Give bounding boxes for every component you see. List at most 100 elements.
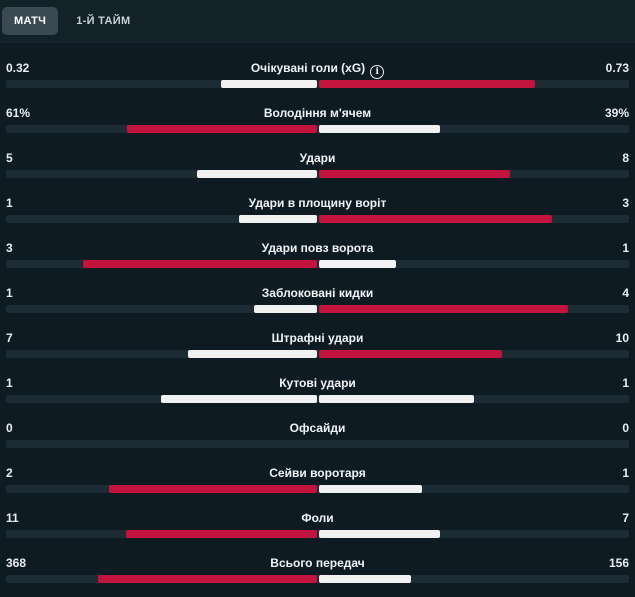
away-value: 1 xyxy=(622,376,629,390)
stat-values: 368 Всього передач 156 xyxy=(0,556,635,572)
stat-label: Офсайди xyxy=(0,421,635,435)
away-bar xyxy=(318,575,412,583)
stat-values: 3 Удари повз ворота 1 xyxy=(0,241,635,257)
stat-label-text: Офсайди xyxy=(289,421,346,435)
away-value: 4 xyxy=(622,286,629,300)
away-bar xyxy=(318,530,440,538)
stat-values: 0.32 Очікувані голи (xG) i 0.73 xyxy=(0,61,635,79)
away-value: 1 xyxy=(622,241,629,255)
home-bar xyxy=(108,485,317,493)
stat-track xyxy=(6,575,629,583)
stat-label-text: Кутові удари xyxy=(279,376,356,390)
stat-values: 1 Удари в площину воріт 3 xyxy=(0,196,635,212)
away-bar xyxy=(318,260,397,268)
away-value: 39% xyxy=(604,106,629,120)
home-value: 0 xyxy=(6,421,13,435)
home-value: 0.32 xyxy=(6,61,30,75)
home-value: 3 xyxy=(6,241,13,255)
stat-values: 7 Штрафні удари 10 xyxy=(0,331,635,347)
stat-row: 0.32 Очікувані голи (xG) i 0.73 xyxy=(0,57,635,102)
stat-row: 368 Всього передач 156 xyxy=(0,552,635,597)
stat-label-text: Удари в площину воріт xyxy=(248,196,387,210)
stat-values: 1 Кутові удари 1 xyxy=(0,376,635,392)
away-bar xyxy=(318,170,511,178)
stat-label-text: Очікувані голи (xG) xyxy=(250,61,366,75)
stat-label: Штрафні удари xyxy=(0,331,635,345)
stat-label: Заблоковані кидки xyxy=(0,286,635,300)
stat-label: Удари в площину воріт xyxy=(0,196,635,210)
stat-track xyxy=(6,485,629,493)
stat-track xyxy=(6,530,629,538)
stat-values: 11 Фоли 7 xyxy=(0,511,635,527)
stat-track xyxy=(6,350,629,358)
stat-track xyxy=(6,125,629,133)
away-value: 0 xyxy=(622,421,629,435)
home-value: 1 xyxy=(6,196,13,210)
stats-list: 0.32 Очікувані голи (xG) i 0.73 61% Володіння… xyxy=(0,43,635,597)
stat-row: 0 Офсайди 0 xyxy=(0,417,635,462)
stat-values: 5 Удари 8 xyxy=(0,151,635,167)
tab-match[interactable]: МАТЧ xyxy=(2,7,59,35)
home-bar xyxy=(221,80,317,88)
stat-label-text: Володіння м'ячем xyxy=(263,106,372,120)
stat-row: 1 Удари в площину воріт 3 xyxy=(0,192,635,237)
stat-label-text: Удари xyxy=(299,151,336,165)
stat-track xyxy=(6,305,629,313)
stat-label: Володіння м'ячем xyxy=(0,106,635,120)
stat-row: 7 Штрафні удари 10 xyxy=(0,327,635,372)
away-value: 3 xyxy=(622,196,629,210)
stat-label: Очікувані голи (xG) i xyxy=(0,61,635,79)
away-bar xyxy=(318,350,502,358)
stat-track xyxy=(6,440,629,448)
stat-row: 1 Кутові удари 1 xyxy=(0,372,635,417)
stat-values: 0 Офсайди 0 xyxy=(0,421,635,437)
stat-values: 61% Володіння м'ячем 39% xyxy=(0,106,635,122)
home-value: 368 xyxy=(6,556,27,570)
away-value: 10 xyxy=(615,331,629,345)
home-value: 5 xyxy=(6,151,13,165)
home-bar xyxy=(160,395,317,403)
home-value: 1 xyxy=(6,286,13,300)
period-tabs: МАТЧ 1-Й ТАЙМ xyxy=(0,0,635,43)
home-bar xyxy=(188,350,317,358)
away-value: 156 xyxy=(608,556,629,570)
stat-row: 1 Заблоковані кидки 4 xyxy=(0,282,635,327)
stat-track xyxy=(6,170,629,178)
away-value: 8 xyxy=(622,151,629,165)
stat-row: 5 Удари 8 xyxy=(0,147,635,192)
away-value: 7 xyxy=(622,511,629,525)
away-bar xyxy=(318,485,423,493)
tab-first-half[interactable]: 1-Й ТАЙМ xyxy=(76,15,131,27)
stat-values: 1 Заблоковані кидки 4 xyxy=(0,286,635,302)
info-icon[interactable]: i xyxy=(370,65,385,79)
stat-track xyxy=(6,395,629,403)
stat-row: 3 Удари повз ворота 1 xyxy=(0,237,635,282)
away-bar xyxy=(318,215,553,223)
home-bar xyxy=(82,260,317,268)
stat-label: Фоли xyxy=(0,511,635,525)
stat-track xyxy=(6,260,629,268)
away-bar xyxy=(318,305,568,313)
stat-label-text: Фоли xyxy=(301,511,334,525)
away-bar xyxy=(318,395,475,403)
away-bar xyxy=(318,125,440,133)
stat-track xyxy=(6,215,629,223)
stat-label-text: Заблоковані кидки xyxy=(261,286,374,300)
stat-values: 2 Сейви воротаря 1 xyxy=(0,466,635,482)
home-bar xyxy=(254,305,317,313)
stat-label: Всього передач xyxy=(0,556,635,570)
stat-label: Удари xyxy=(0,151,635,165)
stat-label-text: Всього передач xyxy=(270,556,365,570)
stat-track xyxy=(6,80,629,88)
home-value: 61% xyxy=(6,106,31,120)
stat-label: Сейви воротаря xyxy=(0,466,635,480)
home-value: 2 xyxy=(6,466,13,480)
away-value: 1 xyxy=(622,466,629,480)
home-bar xyxy=(97,575,317,583)
stat-row: 2 Сейви воротаря 1 xyxy=(0,462,635,507)
away-value: 0.73 xyxy=(605,61,629,75)
stat-label: Кутові удари xyxy=(0,376,635,390)
stat-label: Удари повз ворота xyxy=(0,241,635,255)
home-value: 11 xyxy=(6,511,19,525)
stat-row: 61% Володіння м'ячем 39% xyxy=(0,102,635,147)
